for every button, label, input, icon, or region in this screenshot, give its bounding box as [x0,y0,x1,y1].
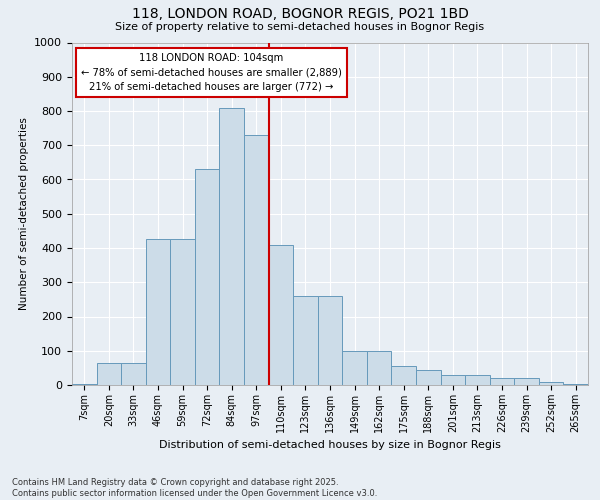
Bar [195,169,220,385]
Bar [318,296,342,385]
Bar [391,366,416,385]
Text: Contains HM Land Registry data © Crown copyright and database right 2025.
Contai: Contains HM Land Registry data © Crown c… [12,478,377,498]
Text: 118, LONDON ROAD, BOGNOR REGIS, PO21 1BD: 118, LONDON ROAD, BOGNOR REGIS, PO21 1BD [131,8,469,22]
Bar [220,108,244,385]
Y-axis label: Number of semi-detached properties: Number of semi-detached properties [19,118,29,310]
Bar [146,240,170,385]
Bar [539,382,563,385]
Bar [293,296,318,385]
Bar [342,351,367,385]
Bar [244,135,269,385]
Bar [465,374,490,385]
Bar [416,370,440,385]
Bar [121,362,146,385]
Bar [269,244,293,385]
Bar [97,362,121,385]
Bar [563,384,588,385]
Bar [170,240,195,385]
Text: 118 LONDON ROAD: 104sqm
← 78% of semi-detached houses are smaller (2,889)
21% of: 118 LONDON ROAD: 104sqm ← 78% of semi-de… [81,53,342,92]
Bar [490,378,514,385]
Bar [514,378,539,385]
X-axis label: Distribution of semi-detached houses by size in Bognor Regis: Distribution of semi-detached houses by … [159,440,501,450]
Bar [72,384,97,385]
Bar [440,374,465,385]
Text: Size of property relative to semi-detached houses in Bognor Regis: Size of property relative to semi-detach… [115,22,485,32]
Bar [367,351,391,385]
